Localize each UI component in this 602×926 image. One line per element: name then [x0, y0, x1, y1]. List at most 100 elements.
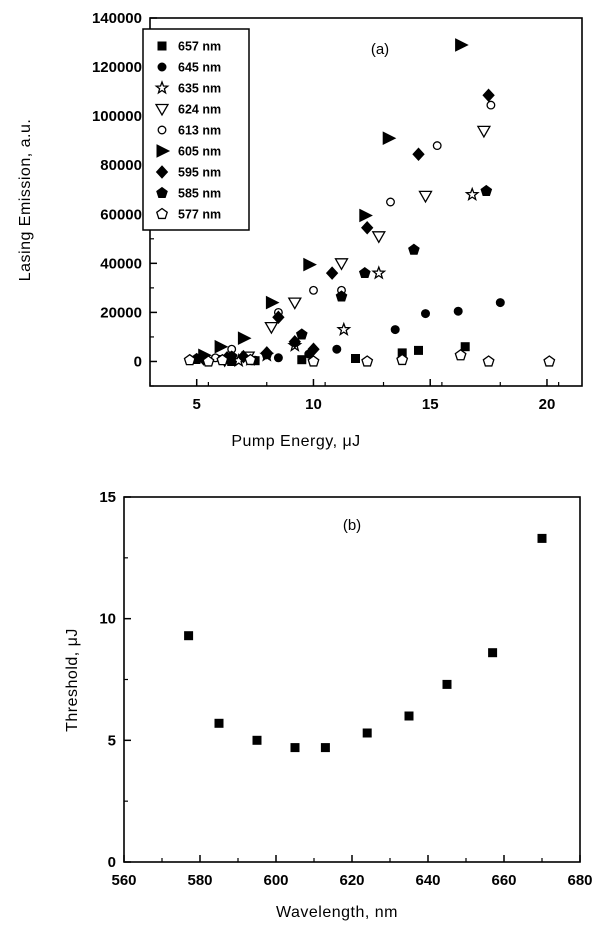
legend-marker	[157, 62, 167, 72]
legend-label: 645 nm	[178, 61, 221, 75]
legend-a: 657 nm 645 nm 635 nm 624 nm 613 nm 605 nm 595 …	[142, 28, 250, 231]
data-point	[482, 88, 495, 103]
y-tick-label: 40000	[100, 255, 142, 272]
data-point	[371, 265, 387, 280]
legend-marker	[154, 80, 170, 95]
x-tick-label: 620	[339, 872, 364, 889]
x-tick-label: 680	[567, 872, 592, 889]
data-point	[408, 243, 420, 255]
y-tick-label: 60000	[100, 206, 142, 223]
y-tick-label: 0	[108, 854, 116, 871]
data-point	[482, 355, 495, 367]
data-point	[404, 711, 414, 721]
data-point	[297, 355, 307, 365]
x-tick-label: 10	[305, 396, 322, 413]
data-point	[264, 321, 279, 335]
legend-marker	[157, 41, 167, 51]
data-point	[336, 321, 352, 336]
data-point	[287, 297, 302, 310]
data-point	[351, 354, 360, 363]
y-tick-label: 100000	[92, 108, 142, 125]
panel-label-a: (a)	[371, 41, 389, 58]
data-point	[202, 355, 215, 367]
data-point	[537, 533, 547, 543]
x-tick-label: 600	[263, 872, 288, 889]
chart-b: 0 5 10 15 560 580 600 620 640 660 680 (b) Wavelen…	[64, 489, 593, 921]
legend-label: 624 nm	[178, 103, 221, 117]
data-point	[260, 347, 273, 360]
data-point	[414, 345, 423, 355]
data-point	[290, 743, 300, 753]
data-point	[332, 344, 342, 354]
legend-label: 613 nm	[178, 124, 221, 138]
data-point	[382, 131, 397, 146]
data-point	[453, 306, 463, 316]
data-point	[386, 197, 395, 207]
chart-a: 020000400006000080000100000120000140000 …	[17, 10, 583, 450]
data-point	[252, 735, 262, 745]
x-axis-label-a: Pump Energy, μJ	[231, 433, 360, 450]
x-tick-label: 660	[491, 872, 516, 889]
data-point	[418, 190, 433, 204]
legend-marker	[157, 125, 167, 135]
data-point	[214, 718, 224, 728]
legend-marker	[156, 144, 171, 158]
x-ticks-a: 5 10 15 20	[149, 379, 560, 413]
legend-label: 595 nm	[178, 166, 221, 180]
y-axis-label-b: Threshold, μJ	[64, 628, 81, 732]
series-threshold	[184, 533, 547, 753]
y-ticks-a: 0 20000 40000 60000 80000 100000 120000 140000	[92, 10, 157, 387]
y-tick-label: 80000	[100, 157, 142, 174]
legend-label: 605 nm	[178, 145, 221, 159]
y-tick-label: 5	[108, 732, 116, 749]
x-axis-label-b: Wavelength, nm	[276, 904, 398, 921]
legend-marker	[154, 103, 170, 117]
x-tick-label: 580	[187, 872, 212, 889]
series-577-nm	[183, 348, 556, 367]
data-point	[184, 631, 194, 641]
data-point	[488, 648, 498, 658]
x-tick-label: 640	[415, 872, 440, 889]
data-point	[412, 147, 425, 161]
data-points-a	[183, 38, 556, 368]
data-point	[325, 266, 339, 280]
data-point	[265, 295, 280, 310]
data-points-b	[184, 533, 547, 753]
data-point	[244, 353, 257, 366]
data-point	[442, 679, 452, 689]
series-585-nm	[190, 184, 493, 364]
series-605-nm	[198, 38, 469, 363]
x-tick-label: 560	[111, 872, 136, 889]
data-point	[273, 353, 283, 363]
x-tick-label: 20	[539, 396, 556, 413]
legend-label: 585 nm	[178, 187, 221, 201]
legend-label: 577 nm	[178, 208, 221, 222]
legend-label: 635 nm	[178, 82, 221, 96]
data-point	[295, 328, 308, 340]
data-point	[288, 335, 301, 349]
data-point	[320, 743, 330, 753]
y-tick-label: 120000	[92, 59, 142, 76]
data-point	[361, 221, 374, 235]
legend-marker	[156, 186, 168, 198]
data-point	[432, 141, 442, 151]
x-tick-label: 15	[422, 396, 439, 413]
data-point	[455, 38, 469, 52]
data-point	[460, 342, 470, 352]
legend-marker	[156, 207, 168, 220]
legend-marker	[155, 165, 169, 179]
data-point	[214, 339, 229, 354]
data-point	[359, 208, 373, 223]
data-point	[495, 298, 505, 308]
data-point	[421, 309, 430, 319]
y-tick-label: 20000	[100, 304, 142, 321]
data-point	[454, 348, 467, 361]
data-point	[543, 355, 556, 367]
data-point	[309, 285, 318, 295]
data-point	[225, 350, 238, 362]
data-point	[361, 355, 374, 367]
data-point	[390, 325, 400, 335]
y-tick-label: 15	[99, 489, 116, 506]
